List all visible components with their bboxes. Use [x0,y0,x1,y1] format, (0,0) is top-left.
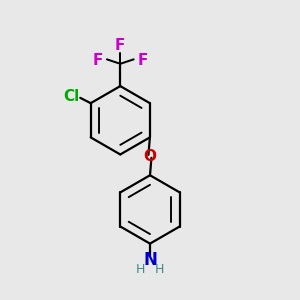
Text: N: N [143,251,157,269]
Text: F: F [137,53,148,68]
Text: Cl: Cl [63,89,80,104]
Text: F: F [115,38,125,53]
Text: F: F [93,53,103,68]
Text: H: H [136,263,145,276]
Text: O: O [143,149,156,164]
Text: H: H [155,263,164,276]
